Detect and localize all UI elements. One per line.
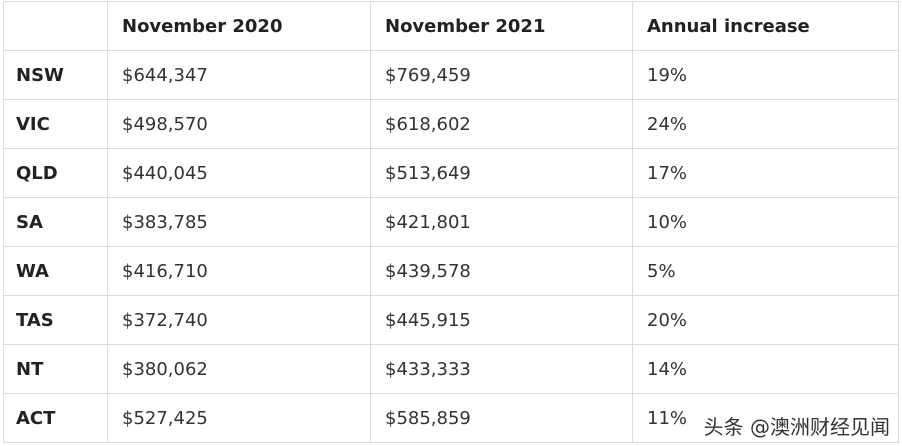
header-row: November 2020 November 2021 Annual incre… [3, 1, 899, 51]
nov-2021-cell: $769,459 [370, 50, 633, 100]
table-row: TAS $372,740 $445,915 20% [3, 295, 899, 345]
nov-2020-cell: $372,740 [107, 295, 371, 345]
state-cell: ACT [3, 393, 108, 443]
annual-increase-cell: 17% [632, 148, 899, 198]
state-cell: SA [3, 197, 108, 247]
nov-2021-cell: $421,801 [370, 197, 633, 247]
nov-2020-cell: $644,347 [107, 50, 371, 100]
annual-increase-cell: 24% [632, 99, 899, 149]
nov-2020-cell: $380,062 [107, 344, 371, 394]
state-cell: NT [3, 344, 108, 394]
annual-increase-cell: 20% [632, 295, 899, 345]
table-row: QLD $440,045 $513,649 17% [3, 148, 899, 198]
nov-2021-cell: $439,578 [370, 246, 633, 296]
nov-2021-cell: $433,333 [370, 344, 633, 394]
nov-2020-cell: $498,570 [107, 99, 371, 149]
nov-2021-cell: $513,649 [370, 148, 633, 198]
header-cell-nov-2020: November 2020 [107, 1, 371, 51]
price-table: November 2020 November 2021 Annual incre… [3, 1, 899, 443]
annual-increase-cell: 5% [632, 246, 899, 296]
state-cell: TAS [3, 295, 108, 345]
state-cell: NSW [3, 50, 108, 100]
table-row: WA $416,710 $439,578 5% [3, 246, 899, 296]
nov-2021-cell: $618,602 [370, 99, 633, 149]
watermark-text: 头条 @澳洲财经见闻 [701, 411, 892, 440]
table-row: VIC $498,570 $618,602 24% [3, 99, 899, 149]
nov-2021-cell: $585,859 [370, 393, 633, 443]
state-cell: QLD [3, 148, 108, 198]
header-cell-empty [3, 1, 108, 51]
nov-2020-cell: $383,785 [107, 197, 371, 247]
table-row: NSW $644,347 $769,459 19% [3, 50, 899, 100]
nov-2020-cell: $527,425 [107, 393, 371, 443]
annual-increase-cell: 10% [632, 197, 899, 247]
header-cell-annual-increase: Annual increase [632, 1, 899, 51]
annual-increase-cell: 14% [632, 344, 899, 394]
nov-2020-cell: $416,710 [107, 246, 371, 296]
header-cell-nov-2021: November 2021 [370, 1, 633, 51]
table-body: NSW $644,347 $769,459 19% VIC $498,570 $618,60… [3, 50, 899, 443]
annual-increase-cell: 19% [632, 50, 899, 100]
state-cell: WA [3, 246, 108, 296]
nov-2020-cell: $440,045 [107, 148, 371, 198]
table-row: SA $383,785 $421,801 10% [3, 197, 899, 247]
state-cell: VIC [3, 99, 108, 149]
nov-2021-cell: $445,915 [370, 295, 633, 345]
table-row: NT $380,062 $433,333 14% [3, 344, 899, 394]
